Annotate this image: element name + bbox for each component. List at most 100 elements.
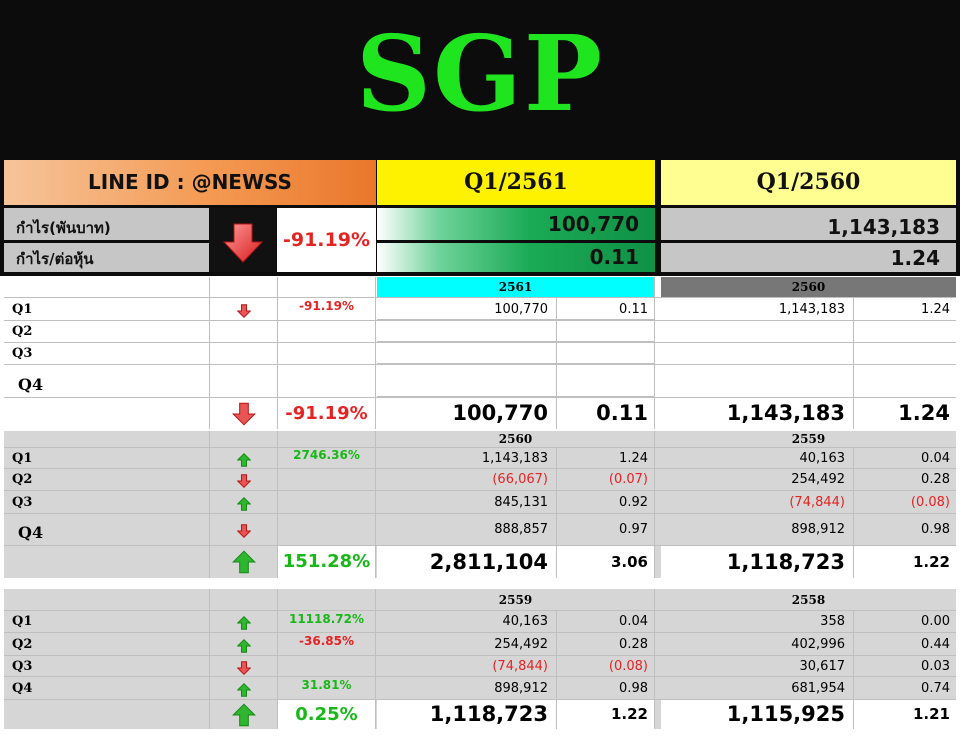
header-spacer xyxy=(4,277,210,297)
arrow-down-icon xyxy=(235,474,252,489)
profit-value: 898,912 xyxy=(377,677,557,699)
change-percent xyxy=(278,514,376,545)
arrow-up-icon xyxy=(231,550,256,574)
eps-value: 0.03 xyxy=(921,659,950,674)
profit-previous-value: 1,143,183 xyxy=(661,208,956,240)
header-spacer xyxy=(278,431,376,447)
arrow-down-icon xyxy=(235,660,252,675)
year-header-row: 2560 2559 xyxy=(4,431,956,448)
table-row: Q3 845,131 0.92 (74,844) (0.08) xyxy=(4,491,956,514)
arrow-up-icon xyxy=(231,702,256,726)
change-percent xyxy=(278,343,376,364)
title-banner xyxy=(0,0,960,157)
arrow-up-icon xyxy=(235,452,252,467)
table-row: Q4 xyxy=(4,365,956,398)
year-header-row: 2561 2560 xyxy=(4,277,956,298)
profit-value: 254,492 xyxy=(377,633,557,655)
trend-arrow-cell xyxy=(210,677,278,699)
profit-value xyxy=(661,343,854,364)
eps-value xyxy=(854,365,956,397)
profit-value: (74,844) xyxy=(377,656,557,676)
change-percent: 31.81% xyxy=(278,677,376,699)
profit-value: 845,131 xyxy=(377,491,557,513)
eps-value: 0.44 xyxy=(921,637,950,652)
eps-value: 1.24 xyxy=(557,448,655,468)
year-header-row: 2559 2558 xyxy=(4,589,956,611)
eps-value: 0.04 xyxy=(557,611,655,632)
profit-value: 1,143,183 xyxy=(661,298,854,320)
profit-value: 40,163 xyxy=(661,448,854,468)
trend-arrow-cell xyxy=(210,700,278,729)
header-spacer xyxy=(278,589,376,610)
year-left-header: 2559 xyxy=(377,589,655,610)
eps-value xyxy=(557,343,655,364)
total-row: -91.19% 100,770 0.11 1,143,183 1.24 xyxy=(4,398,956,429)
total-change-percent: 0.25% xyxy=(278,700,376,729)
table-row: Q1 11118.72% 40,163 0.04 358 0.00 xyxy=(4,611,956,633)
table-row: Q2 (66,067) (0.07) 254,492 0.28 xyxy=(4,469,956,491)
total-eps-value: 3.06 xyxy=(557,546,655,578)
table-row: Q4 31.81% 898,912 0.98 681,954 0.74 xyxy=(4,677,956,700)
trend-arrow-cell xyxy=(210,298,278,320)
trend-arrow-cell xyxy=(210,546,278,578)
total-label-cell xyxy=(4,700,210,729)
header-spacer xyxy=(210,277,278,297)
table-row: Q2 -36.85% 254,492 0.28 402,996 0.44 xyxy=(4,633,956,656)
change-percent xyxy=(278,491,376,513)
header-spacer xyxy=(4,431,210,447)
total-profit-value: 1,118,723 xyxy=(377,700,557,729)
eps-value: 1.24 xyxy=(921,302,950,317)
quarter-label: Q3 xyxy=(4,343,210,364)
trend-arrow-cell xyxy=(210,611,278,632)
arrow-down-icon xyxy=(222,223,264,263)
total-eps-value: 0.11 xyxy=(557,398,655,429)
change-percent: -91.19% xyxy=(278,298,376,320)
quarter-label: Q4 xyxy=(4,677,210,699)
quarter-label: Q2 xyxy=(4,633,210,655)
quarter-label: Q1 xyxy=(4,611,210,632)
trend-arrow-cell xyxy=(210,398,278,429)
arrow-down-icon xyxy=(235,303,252,318)
table-separator xyxy=(4,580,956,589)
previous-quarter-header: Q1/2560 xyxy=(661,160,956,205)
eps-value: 0.74 xyxy=(921,681,950,696)
eps-value: 0.97 xyxy=(557,514,655,545)
quarter-label: Q3 xyxy=(4,656,210,676)
change-percent: -36.85% xyxy=(278,633,376,655)
profit-current-value: 100,770 xyxy=(377,208,655,240)
change-percent: 11118.72% xyxy=(278,611,376,632)
total-eps-value: 1.22 xyxy=(854,546,956,578)
trend-arrow-cell xyxy=(210,343,278,364)
profit-value: 681,954 xyxy=(661,677,854,699)
header-spacer xyxy=(278,277,376,297)
eps-value xyxy=(854,321,956,342)
profit-value xyxy=(661,365,854,397)
eps-value: 0.98 xyxy=(921,522,950,537)
eps-label: กำไร/ต่อหุ้น xyxy=(4,243,209,272)
profit-value xyxy=(377,321,557,342)
header-spacer xyxy=(210,431,278,447)
profit-value: (66,067) xyxy=(377,469,557,490)
table-row: Q1 2746.36% 1,143,183 1.24 40,163 0.04 xyxy=(4,448,956,469)
table-row: Q1 -91.19% 100,770 0.11 1,143,183 1.24 xyxy=(4,298,956,321)
total-eps-value: 1.22 xyxy=(557,700,655,729)
profit-value: 100,770 xyxy=(377,298,557,320)
total-profit-value: 100,770 xyxy=(377,398,557,429)
total-label-cell xyxy=(4,546,210,578)
quarter-label: Q2 xyxy=(4,469,210,490)
arrow-up-icon xyxy=(235,615,252,630)
eps-value: (0.07) xyxy=(557,469,655,490)
profit-label: กำไร(พันบาท) xyxy=(4,208,209,240)
year-right-header: 2559 xyxy=(661,431,956,447)
total-eps-value: 1.24 xyxy=(854,398,956,429)
eps-previous-value: 1.24 xyxy=(661,243,956,272)
eps-value: 0.11 xyxy=(557,298,655,320)
summary-arrow-cell xyxy=(210,208,276,272)
eps-value xyxy=(557,365,655,397)
profit-value: 358 xyxy=(661,611,854,632)
total-profit-value: 2,811,104 xyxy=(377,546,557,578)
eps-value: 0.00 xyxy=(921,614,950,629)
change-percent xyxy=(278,321,376,342)
total-profit-value: 1,115,925 xyxy=(661,700,854,729)
total-eps-value: 1.21 xyxy=(854,700,956,729)
